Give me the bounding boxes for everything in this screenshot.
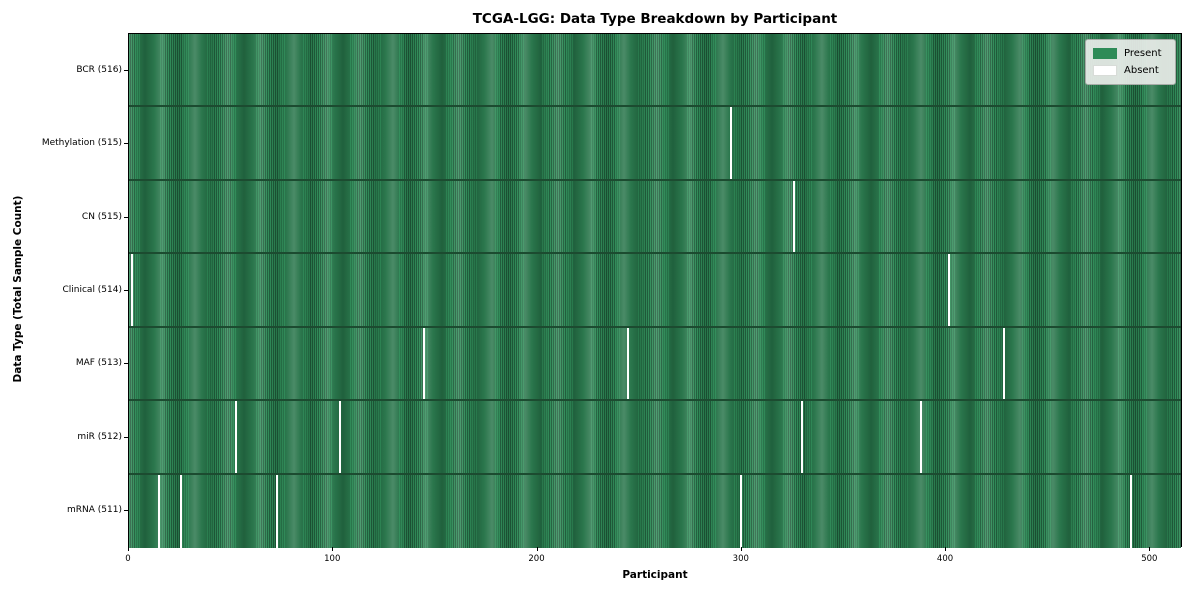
- data-row: [129, 254, 1181, 328]
- absent-gap: [131, 254, 134, 326]
- data-row: [129, 327, 1181, 402]
- y-tick-label: MAF (513): [75, 358, 122, 369]
- absent-gap: [339, 401, 342, 473]
- absent-swatch-icon: [1093, 65, 1117, 76]
- y-tick-mark: [124, 510, 128, 512]
- y-tick-label: CN (515): [81, 211, 122, 222]
- legend-label-present: Present: [1124, 48, 1162, 59]
- y-tick-label: Clinical (514): [62, 285, 122, 295]
- legend-item-absent: Absent: [1093, 62, 1167, 79]
- y-tick-mark: [124, 69, 128, 71]
- absent-gap: [948, 254, 951, 326]
- data-row: [129, 401, 1181, 475]
- absent-gap: [235, 401, 238, 473]
- x-tick-mark: [740, 547, 742, 551]
- absent-gap: [792, 180, 795, 253]
- data-row: [129, 34, 1181, 108]
- x-tick-label: 500: [1141, 554, 1158, 564]
- x-tick-mark: [1149, 547, 1151, 551]
- data-row: [129, 180, 1181, 255]
- x-tick-mark: [945, 547, 947, 551]
- x-tick-label: 300: [732, 554, 749, 564]
- absent-gap: [276, 474, 279, 548]
- x-tick-mark: [332, 547, 334, 551]
- y-tick-label: Methylation (515): [41, 138, 122, 149]
- x-tick-label: 0: [125, 554, 131, 564]
- present-swatch-icon: [1093, 48, 1117, 59]
- absent-gap: [801, 401, 804, 473]
- absent-gap: [180, 474, 183, 548]
- absent-gap: [729, 107, 732, 179]
- absent-gap: [157, 474, 160, 548]
- y-tick-mark: [124, 290, 128, 291]
- legend-item-present: Present: [1093, 45, 1167, 62]
- y-tick-mark: [124, 143, 128, 145]
- absent-gap: [423, 327, 426, 400]
- legend-label-absent: Absent: [1124, 65, 1159, 76]
- x-tick-mark: [536, 547, 538, 551]
- y-tick-mark: [124, 216, 128, 218]
- chart-title: TCGA-LGG: Data Type Breakdown by Partici…: [472, 11, 838, 27]
- x-tick-label: 100: [324, 554, 341, 564]
- y-tick-label: miR (512): [77, 431, 122, 442]
- absent-gap: [1003, 327, 1006, 400]
- y-tick-mark: [124, 436, 128, 438]
- absent-gap: [627, 327, 630, 400]
- y-axis-title: Data Type (Total Sample Count): [12, 195, 24, 383]
- data-row: [129, 107, 1181, 181]
- x-tick-mark: [128, 547, 129, 551]
- data-row: [129, 474, 1181, 548]
- x-tick-label: 400: [936, 554, 954, 564]
- x-axis-title: Participant: [622, 569, 688, 581]
- plot-area: [128, 33, 1182, 548]
- legend: Present Absent: [1085, 39, 1176, 85]
- absent-gap: [739, 474, 742, 548]
- y-tick-label: BCR (516): [76, 64, 122, 75]
- absent-gap: [1129, 474, 1132, 548]
- y-tick-label: mRNA (511): [67, 505, 122, 516]
- y-tick-mark: [124, 363, 128, 365]
- absent-gap: [919, 401, 922, 473]
- x-tick-label: 200: [528, 554, 545, 564]
